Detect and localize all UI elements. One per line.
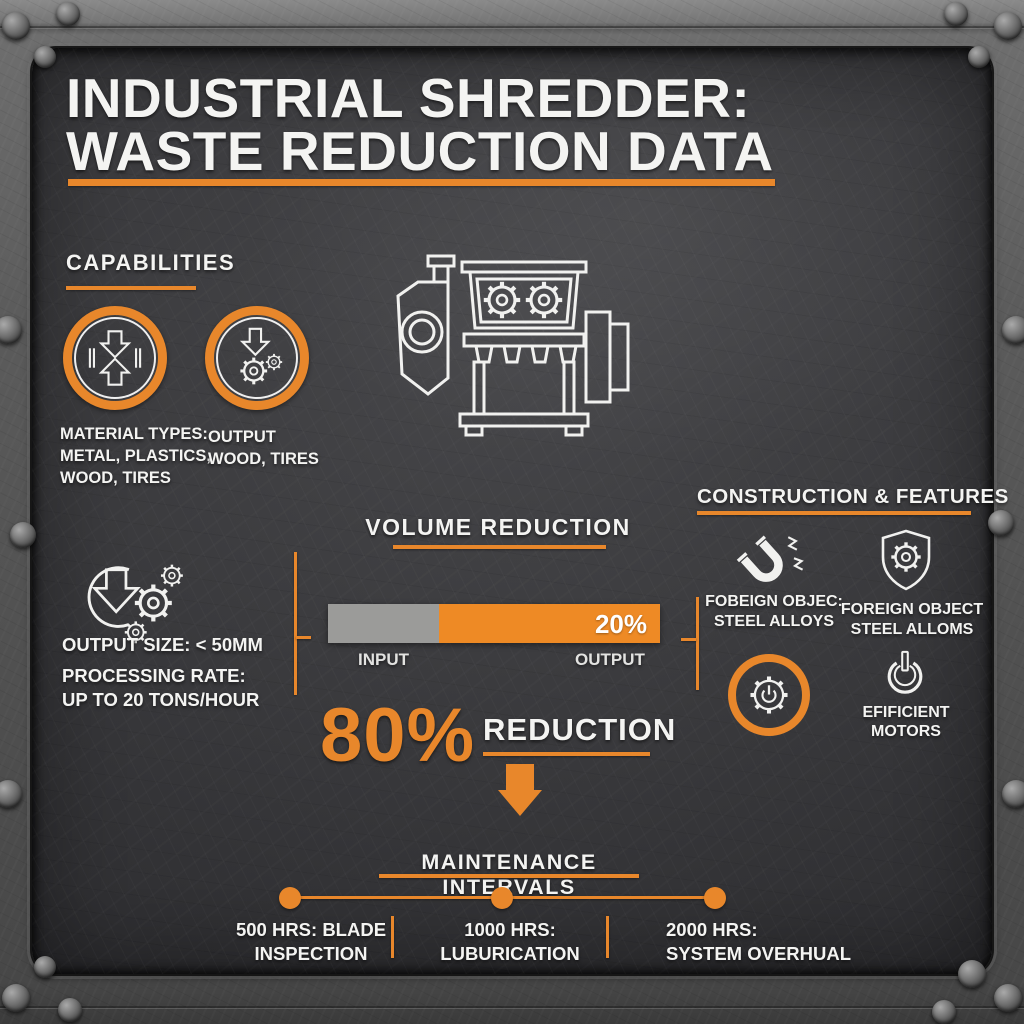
rivet <box>56 2 80 26</box>
shield-feature-label: FOREIGN OBJECT STEEL ALLOMS <box>840 601 984 638</box>
rivet <box>944 2 968 26</box>
bar-output-label: OUTPUT <box>575 650 645 669</box>
rivet <box>2 12 30 40</box>
interval-divider <box>606 916 609 958</box>
interval-500-label: 500 HRS: BLADE INSPECTION <box>235 919 387 964</box>
material-types-label: MATERIAL TYPES: METAL, PLASTICS, WOOD, T… <box>60 425 211 487</box>
timeline-dot <box>704 887 726 909</box>
bar-input-label: INPUT <box>358 650 409 669</box>
arrow-gears-icon <box>205 306 309 410</box>
timeline-dot <box>491 887 513 909</box>
reduction-underline <box>483 752 650 756</box>
rivet <box>2 984 30 1012</box>
maintenance-heading: MAINTENANCE INTERVALS <box>421 850 597 899</box>
inner-ring <box>216 317 298 399</box>
inner-ring <box>74 317 156 399</box>
rivet <box>994 12 1022 40</box>
interval-divider <box>391 916 394 958</box>
page-title-line2: WASTE REDUCTION DATA <box>66 120 774 182</box>
rivet <box>932 1000 956 1024</box>
construction-underline <box>697 511 971 515</box>
output-size-label: OUTPUT SIZE: < 50MM <box>62 634 263 655</box>
power-icon <box>887 650 923 694</box>
rivet <box>968 46 990 68</box>
rivet <box>58 998 82 1022</box>
volume-reduction-bar: 20% <box>328 604 660 643</box>
output-label: OUTPUT WOOD, TIRES <box>208 428 319 468</box>
right-bracket-tick <box>681 638 696 641</box>
magnet-feature-label: FOBEIGN OBJEC: STEEL ALLOYS <box>705 593 843 630</box>
page-title: INDUSTRIAL SHREDDER: WASTE REDUCTION DAT… <box>66 67 774 182</box>
title-underline <box>68 179 775 186</box>
rivet <box>988 510 1014 536</box>
processing-rate-label: PROCESSING RATE: UP TO 20 TONS/HOUR <box>62 665 260 710</box>
interval-1000-label: 1000 HRS: LUBURICATION <box>440 919 580 964</box>
down-arrow-icon <box>498 790 542 816</box>
gear-power-icon <box>728 654 810 736</box>
rivet <box>10 522 36 548</box>
rivet <box>1002 316 1024 344</box>
right-bracket-line <box>696 597 699 690</box>
compress-arrows-icon <box>63 306 167 410</box>
bar-input-segment <box>328 604 439 643</box>
frame-seam <box>0 1006 1024 1008</box>
capabilities-heading: CAPABILITIES <box>66 250 236 275</box>
bar-output-value: 20% <box>594 609 647 639</box>
rivet <box>1002 780 1024 808</box>
down-arrow-icon <box>506 764 534 791</box>
bar-output-segment: 20% <box>439 604 660 643</box>
reduction-stat-label: REDUCTION <box>483 712 677 747</box>
construction-heading: CONSTRUCTION & FEATURES <box>697 485 1009 508</box>
capabilities-underline <box>66 286 196 290</box>
left-bracket-line <box>294 552 297 695</box>
shredder-machine-icon <box>396 254 630 437</box>
efficient-motors-label: EFIFICIENT MOTORS <box>862 704 950 740</box>
shield-gear-icon <box>881 529 931 591</box>
rivet <box>0 316 22 344</box>
timeline-dot <box>279 887 301 909</box>
maintenance-underline <box>379 874 639 878</box>
output-size-icon <box>87 563 185 645</box>
rivet <box>958 960 986 988</box>
rivet <box>0 780 22 808</box>
volume-reduction-underline <box>393 545 606 549</box>
rivet <box>994 984 1022 1012</box>
interval-2000-label: 2000 HRS: SYSTEM OVERHUAL <box>666 919 852 964</box>
magnet-icon <box>736 535 804 582</box>
volume-reduction-heading: VOLUME REDUCTION <box>365 514 631 540</box>
left-bracket-tick <box>296 636 311 639</box>
page-title-line1: INDUSTRIAL SHREDDER: <box>66 67 751 129</box>
rivet <box>34 46 56 68</box>
reduction-stat-value: 80% <box>320 693 476 778</box>
frame-seam <box>0 26 1024 28</box>
rivet <box>34 956 56 978</box>
